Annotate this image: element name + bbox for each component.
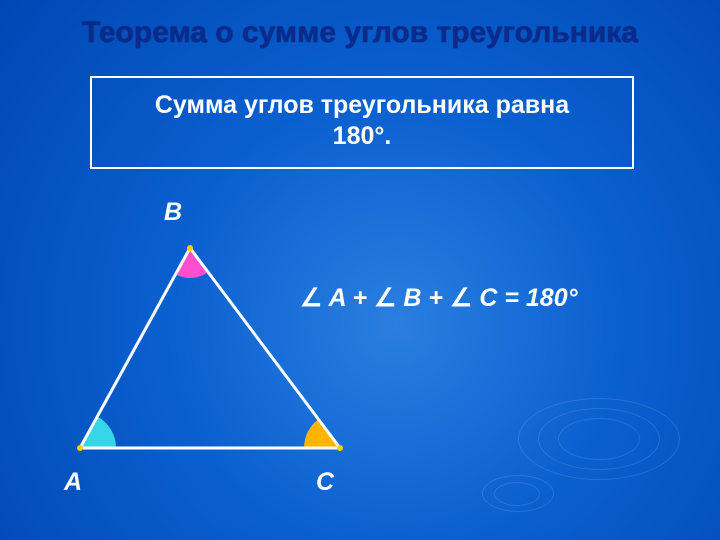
angle-symbol: ∠ — [300, 284, 322, 312]
vertex-dot — [337, 445, 343, 451]
triangle-outline — [80, 248, 340, 448]
angle-symbol: ∠ — [450, 284, 472, 312]
degree-symbol: ° — [568, 284, 578, 312]
formula-text: C = 180 — [472, 284, 567, 312]
vertex-dot — [187, 245, 193, 251]
vertex-dot — [77, 445, 83, 451]
vertex-label-a: A — [64, 468, 82, 497]
angle-arc — [80, 416, 116, 448]
angle-sum-formula: ∠ A + ∠ B + ∠ C = 180° — [300, 283, 578, 313]
angle-symbol: ∠ — [374, 284, 396, 312]
vertex-label-b: B — [164, 198, 182, 227]
formula-text: B + — [396, 284, 450, 312]
formula-text: A + — [322, 284, 374, 312]
vertex-label-c: C — [316, 468, 334, 497]
triangle-diagram — [0, 0, 720, 540]
slide: Теорема о сумме углов треугольника Сумма… — [0, 0, 720, 540]
